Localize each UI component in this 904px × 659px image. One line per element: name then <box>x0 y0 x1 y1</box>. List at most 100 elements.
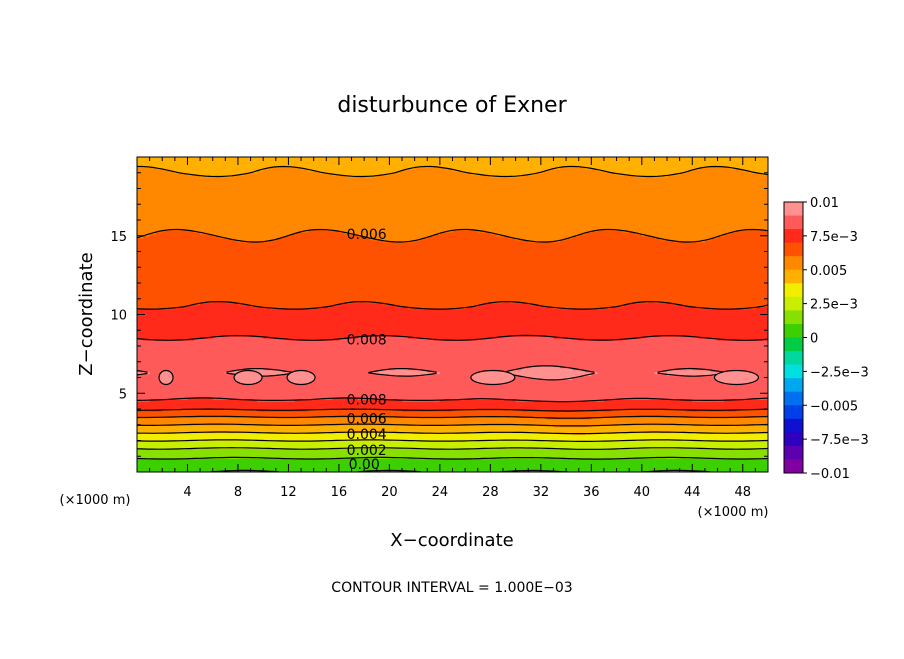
field-cell <box>610 470 618 472</box>
field-cell <box>452 434 460 438</box>
field-cell <box>641 462 649 465</box>
field-cell <box>143 458 151 461</box>
field-cell <box>648 466 656 469</box>
field-cell <box>749 452 756 455</box>
field-cell <box>420 440 428 444</box>
field-cell <box>275 446 283 449</box>
field-cell <box>219 434 226 438</box>
field-cell <box>717 430 725 434</box>
field-cell <box>446 466 454 469</box>
field-cell <box>395 468 403 471</box>
field-cell <box>654 452 662 455</box>
field-cell <box>755 452 763 455</box>
field-cell <box>471 456 479 459</box>
field-cell <box>313 466 321 469</box>
field-cell <box>673 466 681 469</box>
field-cell <box>540 468 548 471</box>
field-cell <box>755 428 763 432</box>
field-cell <box>370 454 378 457</box>
field-cell <box>168 448 176 451</box>
field-cell <box>137 446 144 449</box>
field-cell <box>673 470 681 472</box>
field-cell <box>414 468 422 471</box>
field-cell <box>263 460 271 463</box>
field-cell <box>174 442 182 446</box>
field-cell <box>244 440 252 444</box>
field-cell <box>730 442 738 446</box>
field-cell <box>597 468 605 471</box>
field-cell <box>269 454 277 457</box>
field-cell <box>660 444 668 448</box>
field-cell <box>749 446 756 449</box>
field-cell <box>168 434 176 438</box>
field-cell <box>484 458 491 461</box>
field-cell <box>534 448 542 451</box>
field-cell <box>250 464 258 467</box>
field-cell <box>294 446 302 449</box>
field-cell <box>471 454 479 457</box>
field-cell <box>736 462 744 465</box>
field-cell <box>711 440 719 444</box>
field-cell <box>465 460 473 463</box>
field-cell <box>490 454 498 457</box>
field-cell <box>433 426 441 430</box>
field-cell <box>231 440 239 444</box>
field-cell <box>711 428 719 432</box>
field-cell <box>692 458 700 461</box>
field-cell <box>685 436 693 440</box>
field-cell <box>490 466 498 469</box>
contour-fill <box>137 157 768 472</box>
field-cell <box>137 428 144 432</box>
field-cell <box>376 440 384 444</box>
field-cell <box>622 446 630 449</box>
field-cell <box>528 468 536 471</box>
field-cell <box>137 436 144 440</box>
field-cell <box>187 456 195 459</box>
field-cell <box>420 462 428 465</box>
field-cell <box>313 426 321 430</box>
field-cell <box>181 470 189 472</box>
field-cell <box>629 456 637 459</box>
field-cell <box>294 430 302 434</box>
field-cell <box>439 436 447 440</box>
field-cell <box>263 452 271 455</box>
field-cell <box>515 432 523 436</box>
field-cell <box>730 456 738 459</box>
field-cell <box>225 448 233 451</box>
field-cell <box>269 466 277 469</box>
field-cell <box>553 446 561 449</box>
field-cell <box>319 448 327 451</box>
field-cell <box>502 448 510 451</box>
field-cell <box>319 454 327 457</box>
field-cell <box>610 462 618 465</box>
field-cell <box>667 434 674 438</box>
field-cell <box>679 444 687 448</box>
field-cell <box>263 428 271 432</box>
field-cell <box>692 434 700 438</box>
field-cell <box>420 426 428 430</box>
field-cell <box>654 442 662 446</box>
field-cell <box>319 464 327 467</box>
field-cell <box>446 436 454 440</box>
field-cell <box>439 454 447 457</box>
field-cell <box>597 454 605 457</box>
field-cell <box>282 436 290 440</box>
field-cell <box>212 448 220 451</box>
field-cell <box>641 460 649 463</box>
field-cell <box>761 440 768 444</box>
field-cell <box>641 432 649 436</box>
field-cell <box>168 438 176 442</box>
field-cell <box>225 442 233 446</box>
field-cell <box>477 442 485 446</box>
field-cell <box>591 438 599 442</box>
field-cell <box>200 442 208 446</box>
field-cell <box>288 450 296 453</box>
field-cell <box>717 428 725 432</box>
field-cell <box>433 446 441 449</box>
field-cell <box>420 468 428 471</box>
field-cell <box>206 462 214 465</box>
field-cell <box>566 464 573 467</box>
field-cell <box>137 470 144 472</box>
field-cell <box>465 456 473 459</box>
field-cell <box>685 428 693 432</box>
